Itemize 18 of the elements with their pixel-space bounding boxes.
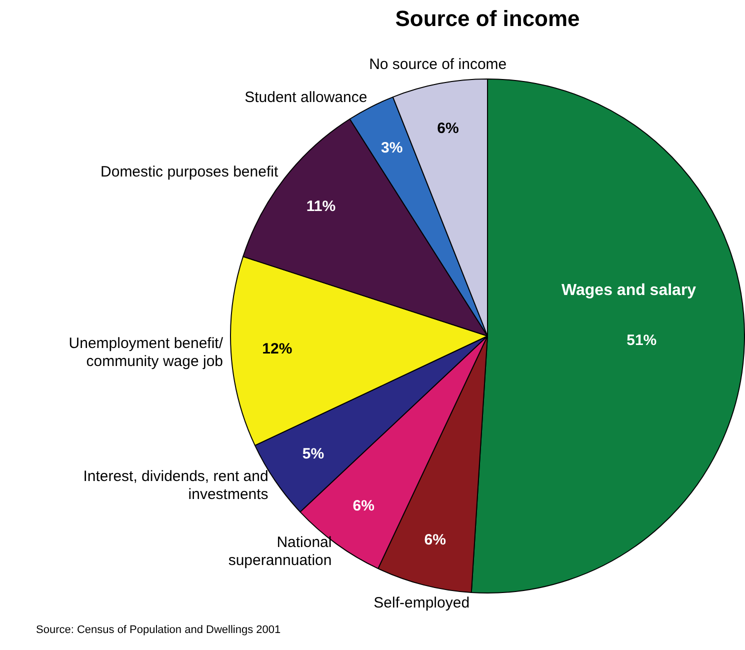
- chart-title: Source of income: [394, 6, 581, 32]
- slice-label: Interest, dividends, rent and investments: [83, 468, 268, 504]
- slice-label: Domestic purposes benefit: [100, 163, 279, 180]
- source-note: Source: Census of Population and Dwellings 2001: [36, 624, 281, 636]
- data-label: 6%: [352, 498, 374, 515]
- data-label: 11%: [306, 198, 336, 215]
- data-label: 6%: [424, 531, 446, 548]
- slice-label: Unemployment benefit/ community wage job: [68, 334, 224, 370]
- slice-label: Student allowance: [244, 89, 368, 106]
- data-label: 51%: [626, 332, 657, 349]
- data-label: 6%: [437, 120, 459, 138]
- slice-label: No source of income: [369, 56, 507, 74]
- slice-label: Self-employed: [374, 594, 470, 612]
- data-label: 12%: [262, 340, 292, 358]
- data-label: 5%: [302, 446, 324, 463]
- slice-label: Wages and salary: [561, 282, 696, 299]
- slice-label: National superannuation: [228, 534, 332, 570]
- data-label: 3%: [380, 139, 403, 156]
